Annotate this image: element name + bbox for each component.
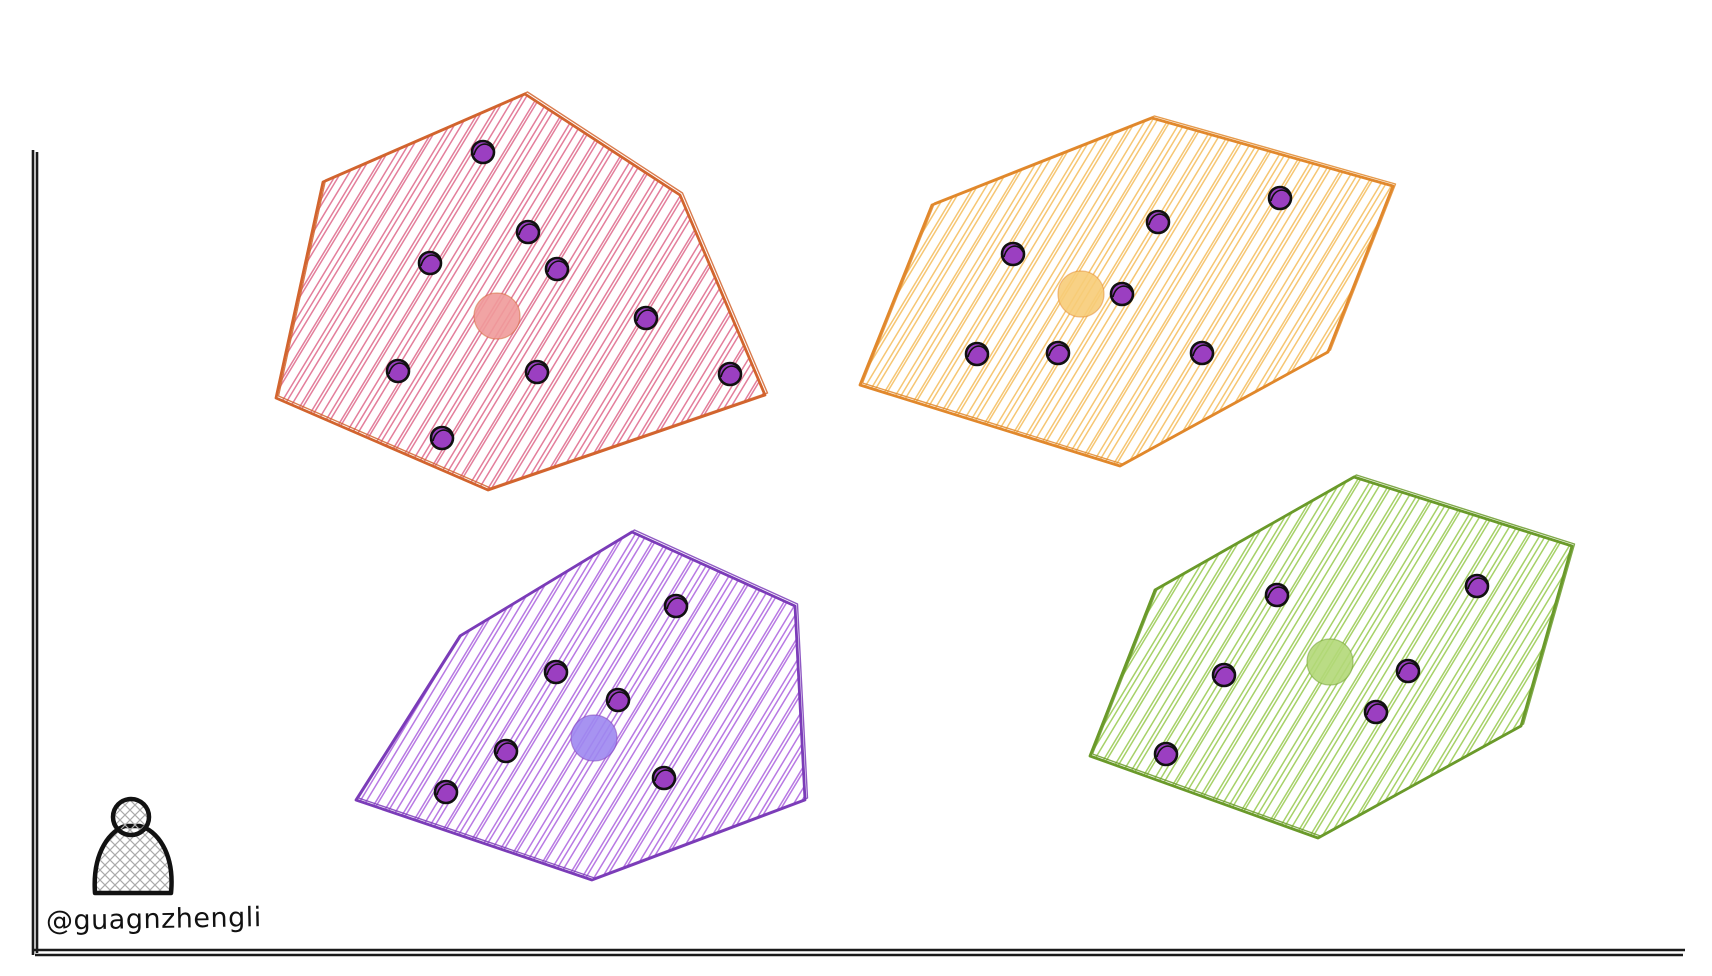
data-point [1464, 573, 1490, 599]
y-axis-line [31, 150, 39, 955]
person-icon [92, 796, 174, 896]
data-point [493, 738, 519, 764]
centroid-marker [1057, 270, 1105, 318]
data-point [1153, 741, 1179, 767]
cluster-red [274, 91, 769, 492]
cluster-outline-sketch [861, 115, 1397, 465]
cluster-purple [354, 529, 809, 882]
cluster-outline-sketch [357, 529, 809, 879]
hatch-fill [1090, 477, 1572, 838]
centroid-marker [570, 714, 618, 762]
data-point [1000, 241, 1026, 267]
data-point [385, 358, 411, 384]
data-point [470, 139, 496, 165]
data-point [1109, 281, 1135, 307]
data-point [1045, 340, 1071, 366]
data-point [515, 219, 541, 245]
clusters-layer [274, 91, 1576, 882]
data-point [633, 305, 659, 331]
data-point [1189, 340, 1215, 366]
data-point [663, 593, 689, 619]
cluster-outline [858, 116, 1395, 468]
data-point [429, 425, 455, 451]
data-point [964, 341, 990, 367]
data-point [1395, 658, 1421, 684]
data-point [433, 779, 459, 805]
axes [31, 150, 1685, 957]
hatch-fill [356, 532, 805, 880]
cluster-outline [1088, 475, 1574, 840]
data-point [605, 687, 631, 713]
data-point [1145, 209, 1171, 235]
cluster-outline [354, 530, 807, 882]
centroid-marker [473, 292, 521, 340]
data-point [1211, 662, 1237, 688]
data-point [524, 359, 550, 385]
x-axis-line [33, 948, 1685, 957]
cluster-outline [274, 92, 767, 492]
data-point [651, 765, 677, 791]
data-point [717, 361, 743, 387]
data-point [544, 256, 570, 282]
author-handle: @guagnzhengli [45, 902, 262, 937]
data-point [1267, 185, 1293, 211]
data-point [417, 250, 443, 276]
cluster-outline-sketch [277, 91, 769, 489]
cluster-outline-sketch [1091, 474, 1576, 837]
data-point [1363, 699, 1389, 725]
data-point [1264, 582, 1290, 608]
data-point [543, 659, 569, 685]
cluster-green [1088, 474, 1576, 840]
hatch-fill [276, 94, 765, 490]
centroid-marker [1306, 638, 1354, 686]
